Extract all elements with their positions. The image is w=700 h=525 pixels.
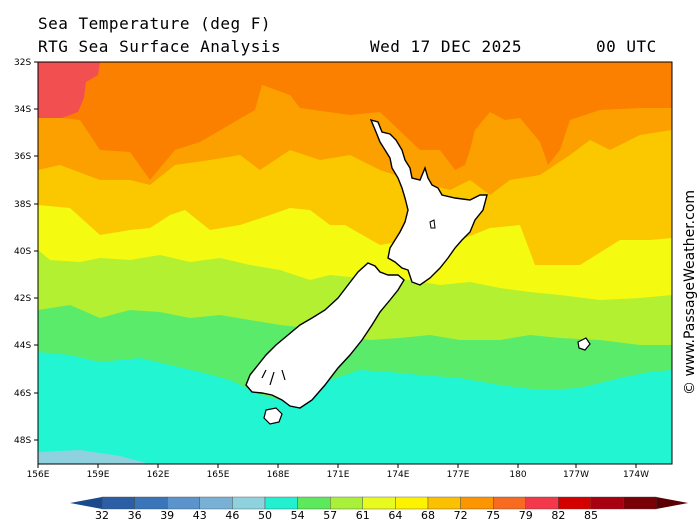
colorbar-label: 54 [291, 509, 305, 522]
colorbar-swatch [297, 496, 331, 510]
colorbar-swatch [330, 496, 364, 510]
lon-label: 168E [267, 470, 290, 480]
colorbar-label: 57 [323, 509, 337, 522]
colorbar-label: 39 [160, 509, 174, 522]
longitude-axis: 156E 159E 162E 165E 168E 171E 174E 177E … [27, 464, 649, 480]
colorbar-swatch [427, 496, 461, 510]
map-frame [37, 61, 673, 465]
copyright-text: © www.PassageWeather.com [682, 190, 698, 395]
colorbar-swatch [493, 496, 527, 510]
lat-label: 36S [14, 152, 31, 162]
colorbar-swatch [134, 496, 168, 510]
band-46 [38, 450, 150, 464]
colorbar-swatch [395, 496, 429, 510]
lat-label: 32S [14, 58, 31, 68]
north-island [369, 118, 488, 286]
lon-label: 156E [27, 470, 50, 480]
colorbar-label: 82 [551, 509, 565, 522]
colorbar-label: 68 [421, 509, 435, 522]
colorbar-swatch [199, 496, 233, 510]
colorbar-label: 50 [258, 509, 272, 522]
lon-label: 159E [87, 470, 110, 480]
band-50 [38, 352, 672, 464]
colorbar-swatch [101, 496, 135, 510]
colorbar-swatch [362, 496, 396, 510]
new-zealand-land [245, 118, 591, 425]
colorbar-left-arrow [70, 497, 102, 509]
band-75 [38, 62, 100, 118]
temperature-field [38, 62, 672, 464]
colorbar-swatch [525, 496, 559, 510]
colorbar-label: 85 [584, 509, 598, 522]
colorbar-label: 79 [519, 509, 533, 522]
south-island [245, 262, 405, 409]
colorbar-swatch [623, 496, 657, 510]
lat-label: 44S [14, 341, 31, 351]
lat-label: 34S [14, 105, 31, 115]
lon-label: 171E [327, 470, 350, 480]
colorbar-label: 61 [356, 509, 370, 522]
chatham-islands [577, 337, 591, 351]
latitude-axis: 32S 34S 36S 38S 40S 42S 44S 46S 48S [14, 58, 38, 446]
lon-label: 177E [447, 470, 470, 480]
colorbar-swatch [264, 496, 298, 510]
lon-label: 165E [207, 470, 230, 480]
lon-label: 162E [147, 470, 170, 480]
colorbar-label: 46 [225, 509, 239, 522]
lake-markings [261, 369, 286, 386]
lat-label: 38S [14, 200, 31, 210]
colorbar-label: 43 [193, 509, 207, 522]
colorbar-swatch [166, 496, 200, 510]
colorbar-label: 32 [95, 509, 109, 522]
colorbar-swatch [590, 496, 624, 510]
lat-label: 48S [14, 436, 31, 446]
forecast-time: 00 UTC [596, 37, 657, 56]
copyright-notice: © www.PassageWeather.com [682, 190, 698, 395]
lon-label: 180 [509, 470, 526, 480]
lon-label: 177W [563, 470, 589, 480]
lake-taupo [429, 219, 436, 229]
colorbar-label: 75 [486, 509, 500, 522]
lon-label: 174E [387, 470, 410, 480]
colorbar-label: 64 [388, 509, 402, 522]
colorbar-right-arrow [656, 497, 689, 509]
colorbar-label: 36 [128, 509, 142, 522]
temperature-colorbar: 32 36 39 43 46 50 54 57 61 64 68 72 75 79 82 85 [70, 496, 689, 522]
map-subtitle: RTG Sea Surface Analysis [38, 37, 282, 56]
colorbar-swatch [460, 496, 494, 510]
forecast-date: Wed 17 DEC 2025 [370, 37, 522, 56]
lat-label: 42S [14, 294, 31, 304]
lat-label: 40S [14, 247, 31, 257]
colorbar-label: 72 [454, 509, 468, 522]
colorbar-swatch [232, 496, 266, 510]
map-title: Sea Temperature (deg F) [38, 14, 272, 33]
stewart-island [263, 407, 283, 425]
lat-label: 46S [14, 389, 31, 399]
colorbar-swatch [558, 496, 592, 510]
lon-label: 174W [623, 470, 649, 480]
